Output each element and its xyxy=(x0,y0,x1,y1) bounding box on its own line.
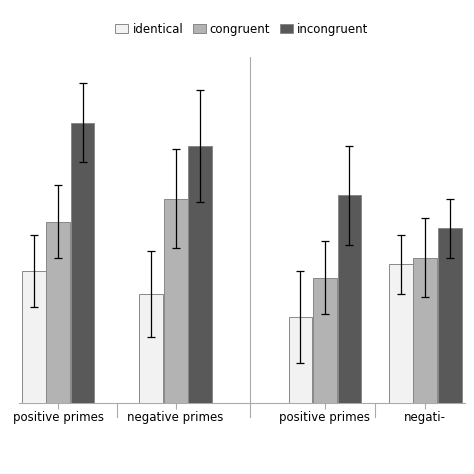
Bar xyxy=(188,146,212,403)
Bar xyxy=(337,195,361,403)
Bar xyxy=(389,264,413,403)
Bar xyxy=(46,222,70,403)
Bar xyxy=(22,271,46,403)
Bar xyxy=(313,278,337,403)
Bar xyxy=(289,317,312,403)
Bar xyxy=(438,228,462,403)
Bar xyxy=(71,123,94,403)
Legend: identical, congruent, incongruent: identical, congruent, incongruent xyxy=(110,18,373,40)
Bar xyxy=(164,199,188,403)
Bar xyxy=(413,258,437,403)
Bar xyxy=(139,294,163,403)
